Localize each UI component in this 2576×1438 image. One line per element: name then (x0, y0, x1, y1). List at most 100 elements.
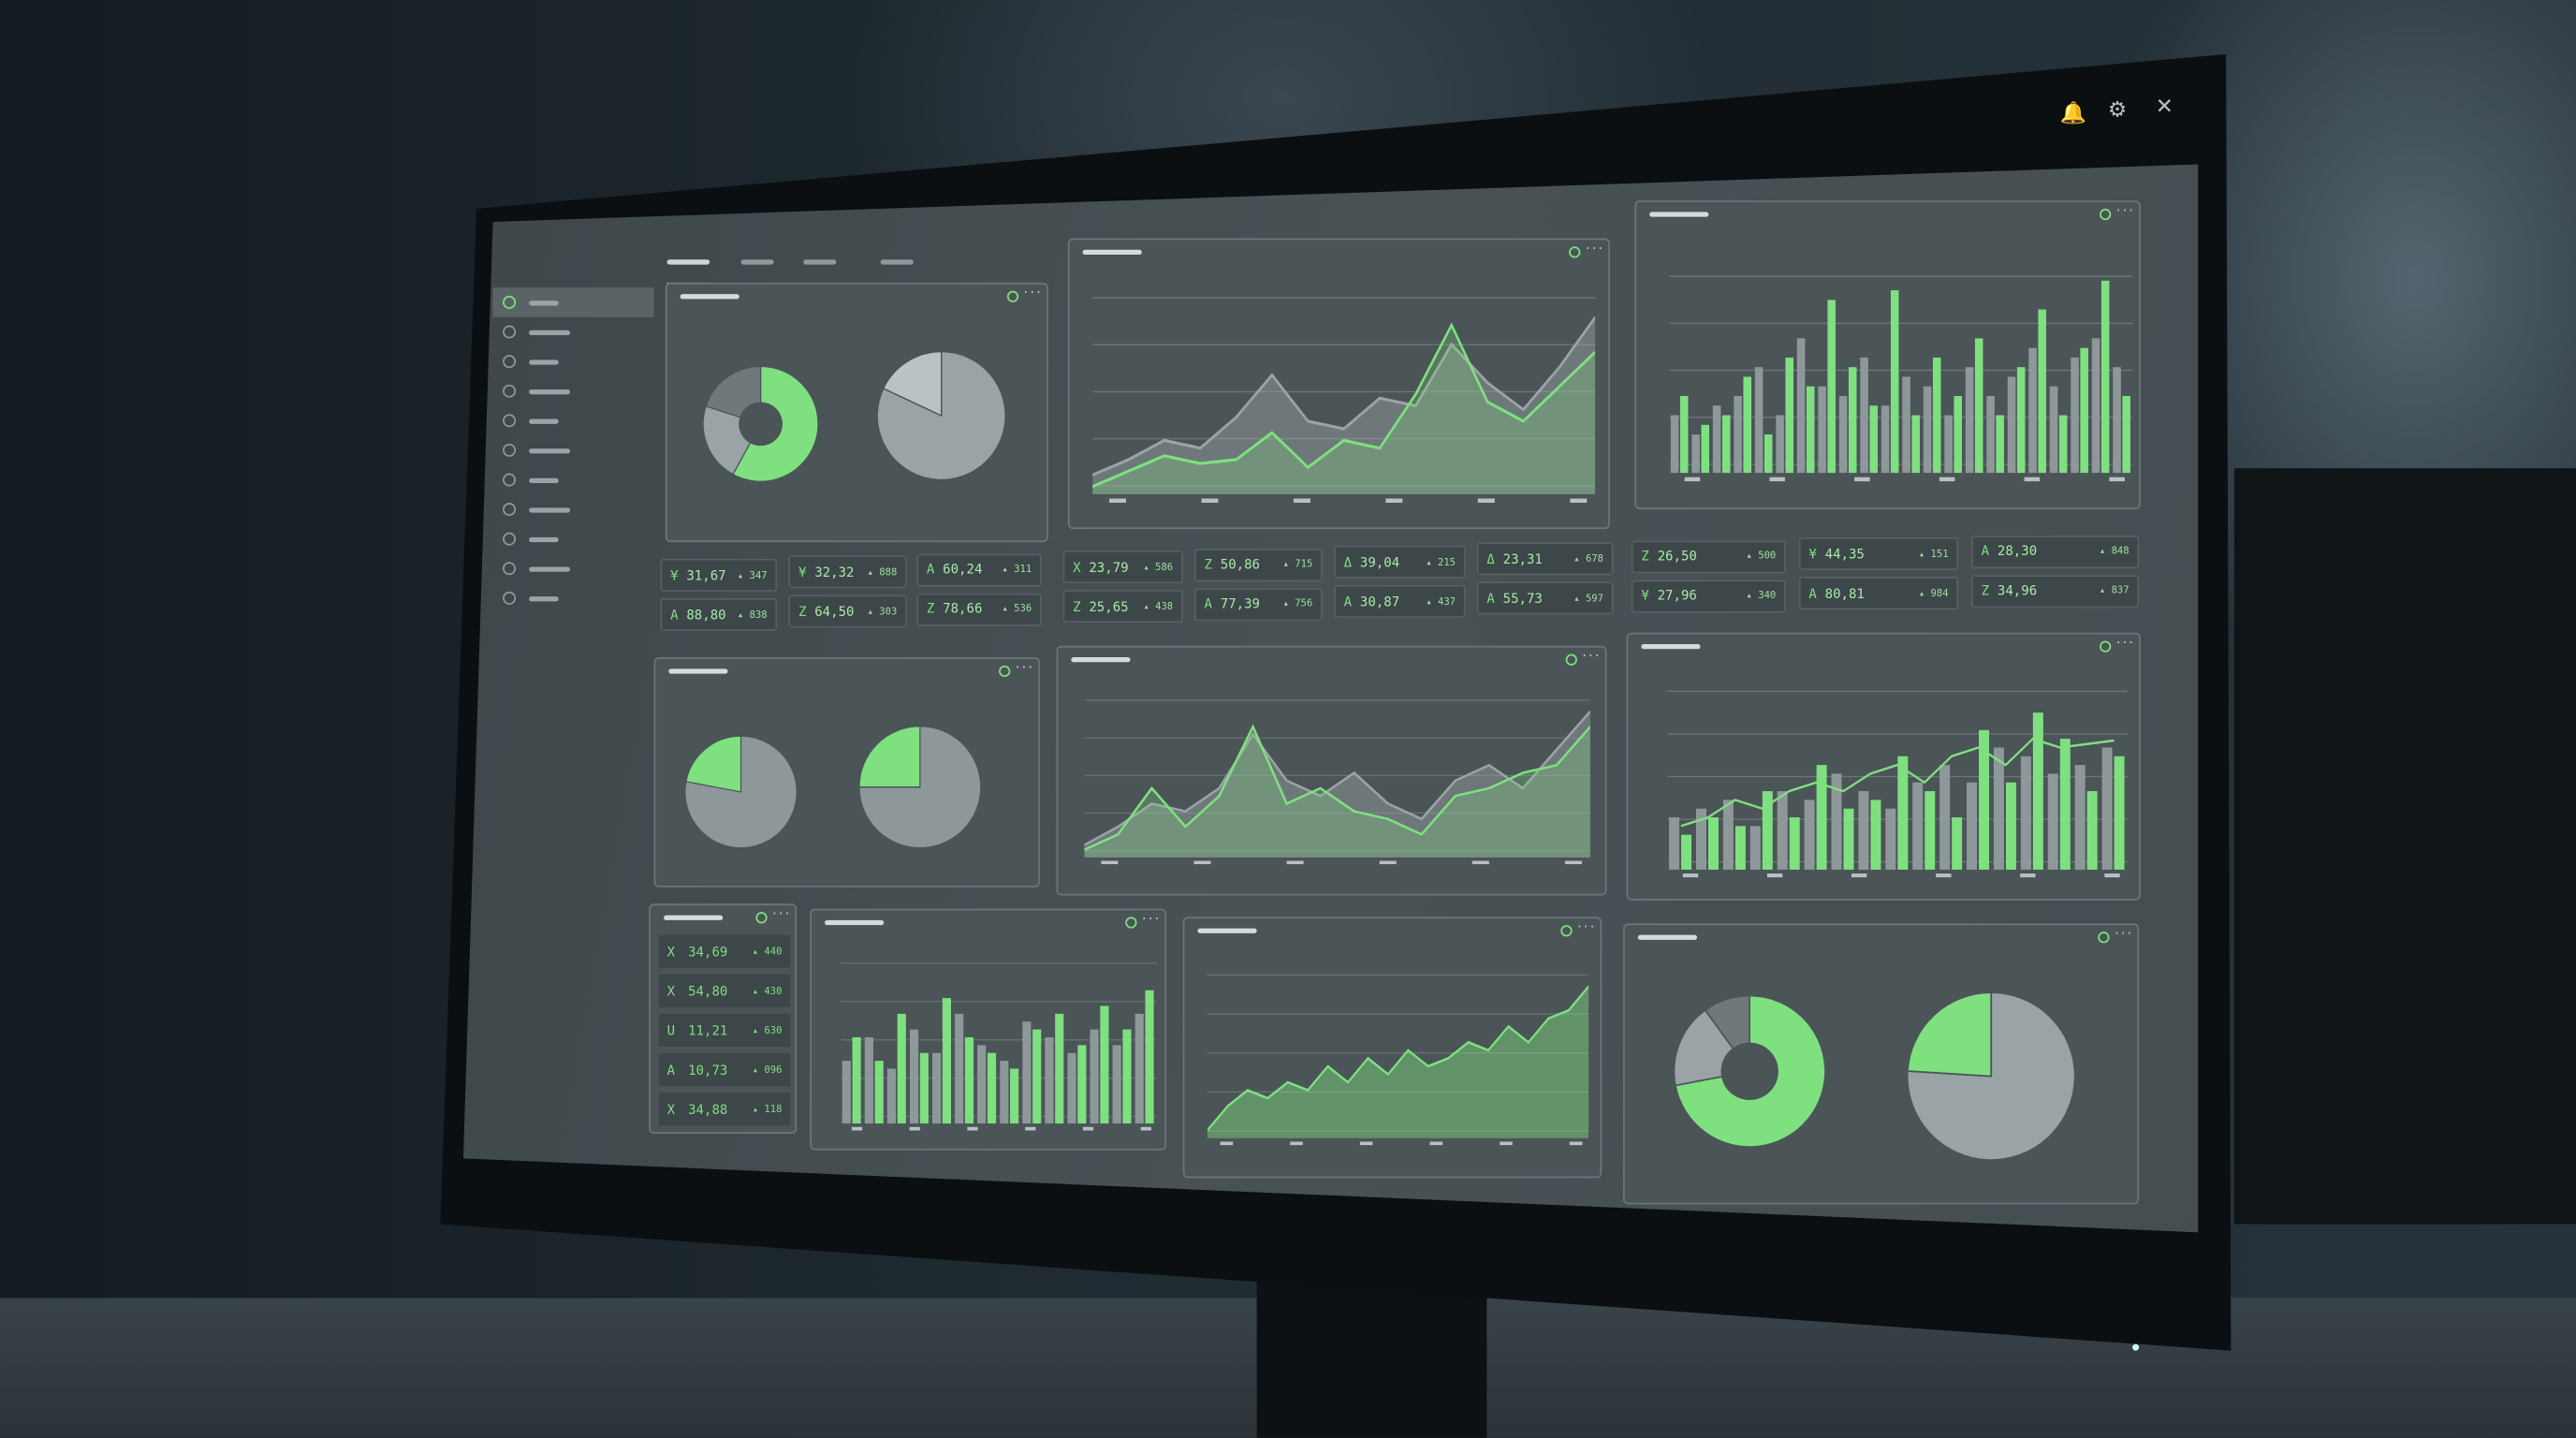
more-options-icon[interactable]: ··· (1141, 912, 1162, 929)
list-item[interactable]: A 10,73 ▴ 096 (658, 1053, 791, 1087)
sidebar-item[interactable] (493, 553, 654, 583)
stat-tile[interactable]: A 88,80 ▴ 838 (660, 597, 778, 631)
stat-delta: ▴ 536 (1002, 603, 1032, 615)
tab[interactable] (666, 259, 710, 265)
sidebar-item[interactable] (492, 287, 654, 317)
sidebar-item[interactable] (493, 317, 654, 347)
stat-value: 50,86 (1220, 557, 1261, 572)
sidebar-item[interactable] (493, 376, 654, 406)
stat-tile[interactable]: A 60,24 ▴ 311 (916, 553, 1042, 587)
sidebar-item[interactable] (493, 406, 654, 436)
chart-bar2 (1667, 690, 2128, 878)
sidebar-item[interactable] (493, 435, 654, 465)
x-tick-label (1293, 498, 1310, 504)
stat-tile[interactable]: A 55,73 ▴ 597 (1476, 581, 1614, 616)
sidebar-item[interactable] (493, 465, 654, 495)
bar (1090, 1029, 1099, 1124)
more-options-icon[interactable]: ··· (1576, 919, 1597, 937)
bar (1077, 1045, 1087, 1124)
list-item[interactable]: X 54,80 ▴ 430 (658, 974, 791, 1007)
card-title (1071, 657, 1131, 663)
sidebar-item[interactable] (493, 346, 654, 376)
stat-tile[interactable]: Z 64,50 ▴ 303 (788, 595, 907, 629)
stat-delta: ▴ 984 (1918, 587, 1949, 600)
stat-value: 26,50 (1657, 549, 1697, 565)
sidebar-item[interactable] (493, 583, 654, 613)
bar (1932, 357, 1941, 474)
tab[interactable] (740, 259, 774, 265)
x-tick-label (967, 1126, 978, 1131)
bar (1681, 834, 1692, 870)
currency-icon: Z (1073, 599, 1081, 614)
more-options-icon[interactable]: ··· (1023, 286, 1043, 302)
bar (864, 1036, 873, 1124)
bar (1860, 357, 1868, 474)
stat-tile[interactable]: X 23,79 ▴ 586 (1062, 550, 1183, 584)
more-options-icon[interactable]: ··· (2115, 636, 2135, 653)
stat-tile[interactable]: ¥31,67 ▴ 347 (660, 558, 778, 592)
bar (1965, 367, 1974, 474)
x-tick-label (1025, 1126, 1036, 1131)
stat-value: 23,31 (1502, 551, 1543, 567)
stat-value: 55,73 (1502, 591, 1543, 607)
card-line-3: ··· (1182, 917, 1603, 1179)
stat-delta: ▴ 678 (1573, 553, 1603, 565)
sidebar-item[interactable] (493, 494, 654, 524)
stat-tile[interactable]: A 80,81 ▴ 984 (1798, 577, 1959, 610)
more-options-icon[interactable]: ··· (2114, 926, 2134, 944)
donut-hole (1720, 1042, 1778, 1101)
bar (1669, 817, 1680, 870)
stat-tile[interactable]: Z 78,66 ▴ 536 (916, 593, 1042, 626)
x-tick-label (1140, 1126, 1151, 1131)
tab[interactable] (803, 259, 837, 265)
stat-tile[interactable]: ¥27,96 ▴ 340 (1631, 580, 1786, 613)
stat-tile[interactable]: Δ 23,31 ▴ 678 (1476, 542, 1614, 576)
sidebar-item[interactable] (493, 524, 654, 554)
more-options-icon[interactable]: ··· (1582, 649, 1602, 666)
stat-tile[interactable]: A 28,30 ▴ 848 (1971, 535, 2140, 568)
card-bars-2: ··· (810, 908, 1167, 1151)
more-options-icon[interactable]: ··· (1585, 241, 1605, 258)
stat-tile[interactable]: Z 50,86 ▴ 715 (1193, 548, 1323, 581)
bar (1848, 367, 1857, 474)
more-options-icon[interactable]: ··· (771, 906, 792, 924)
stat-tile[interactable]: Z 26,50 ▴ 500 (1631, 540, 1786, 574)
series-line (1207, 985, 1589, 1132)
currency-icon: Z (1981, 583, 1990, 599)
bell-icon[interactable]: 🔔 (2059, 101, 2087, 127)
bar (987, 1052, 997, 1124)
bar (1701, 424, 1710, 474)
tab[interactable] (880, 259, 914, 265)
bar (1776, 415, 1784, 474)
bar (2038, 309, 2046, 474)
stat-tile[interactable]: ¥44,35 ▴ 151 (1798, 537, 1959, 571)
nav-icon (503, 562, 517, 576)
status-icon (1569, 246, 1581, 258)
chart-line3 (1207, 974, 1589, 1146)
bar (1885, 808, 1896, 870)
close-icon[interactable]: ✕ (2155, 95, 2174, 121)
list-item[interactable]: U 11,21 ▴ 630 (658, 1013, 791, 1047)
stat-delta: ▴ 311 (1002, 564, 1032, 576)
list-item[interactable]: X 34,88 ▴ 118 (658, 1093, 791, 1126)
stat-tile[interactable]: Z 25,65 ▴ 438 (1062, 590, 1183, 624)
stat-tile[interactable]: Δ 39,04 ▴ 215 (1334, 545, 1466, 579)
list-item[interactable]: X 34,69 ▴ 440 (658, 934, 791, 968)
nav-icon (503, 473, 517, 487)
more-options-icon[interactable]: ··· (2115, 203, 2135, 221)
more-options-icon[interactable]: ··· (1015, 660, 1034, 678)
bar (2005, 782, 2016, 870)
stat-tile[interactable]: Z 34,96 ▴ 837 (1971, 574, 2140, 608)
stat-tile[interactable]: A 30,87 ▴ 437 (1334, 584, 1466, 618)
bar (1145, 990, 1154, 1124)
stat-tile[interactable]: ¥32,32 ▴ 888 (788, 555, 907, 590)
bar (886, 1068, 897, 1124)
bar (2028, 347, 2037, 474)
card-title (664, 915, 724, 920)
stat-tile[interactable]: A 77,39 ▴ 756 (1193, 587, 1323, 621)
currency-icon: A (1343, 594, 1353, 609)
nav-icon (503, 384, 517, 398)
bar (1881, 405, 1890, 474)
stat-delta: ▴ 586 (1143, 561, 1174, 573)
gear-icon[interactable]: ⚙ (2107, 98, 2128, 124)
